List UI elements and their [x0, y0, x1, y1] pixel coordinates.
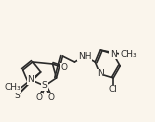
Text: CH₃: CH₃ — [120, 50, 137, 59]
Text: O: O — [61, 63, 68, 72]
Text: NH: NH — [78, 51, 91, 61]
Text: Cl: Cl — [109, 85, 118, 94]
Text: O: O — [35, 93, 42, 102]
Text: N: N — [110, 50, 117, 59]
Text: O: O — [47, 93, 54, 102]
Text: CH₃: CH₃ — [4, 83, 21, 92]
Text: S: S — [42, 81, 47, 90]
Text: N: N — [27, 75, 34, 84]
Text: S: S — [14, 91, 20, 100]
Text: N: N — [97, 69, 104, 78]
